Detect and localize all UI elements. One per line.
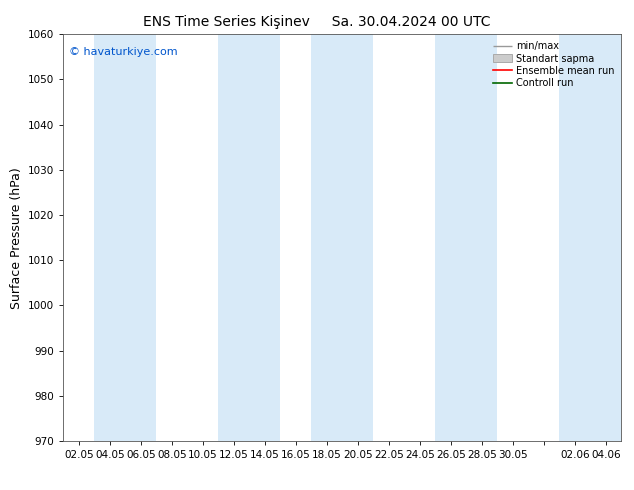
Text: © havaturkiye.com: © havaturkiye.com xyxy=(69,47,178,56)
Bar xyxy=(94,34,157,441)
Text: ENS Time Series Kişinev     Sa. 30.04.2024 00 UTC: ENS Time Series Kişinev Sa. 30.04.2024 0… xyxy=(143,15,491,29)
Bar xyxy=(218,34,280,441)
Bar xyxy=(311,34,373,441)
Bar xyxy=(559,34,621,441)
Legend: min/max, Standart sapma, Ensemble mean run, Controll run: min/max, Standart sapma, Ensemble mean r… xyxy=(491,39,616,90)
Bar xyxy=(436,34,497,441)
Y-axis label: Surface Pressure (hPa): Surface Pressure (hPa) xyxy=(10,167,23,309)
